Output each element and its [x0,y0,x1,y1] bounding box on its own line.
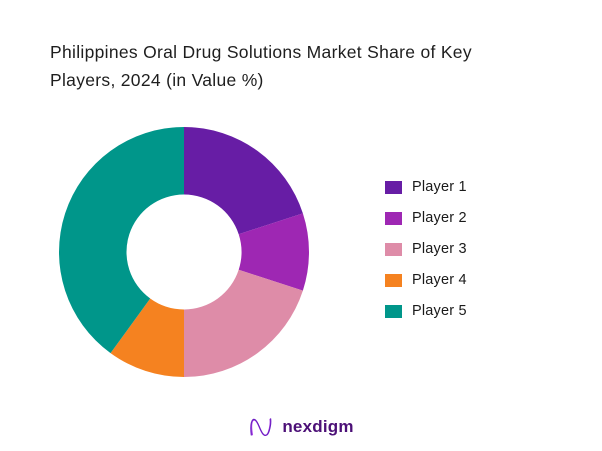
legend-swatch [385,211,402,225]
legend-item-player-1: Player 1 [385,178,467,196]
legend-label: Player 2 [412,210,467,226]
legend-swatch [385,273,402,287]
nexdigm-logo: nexdigm [0,414,602,440]
donut-segment-player-3 [184,269,303,377]
nexdigm-logo-icon [250,418,272,436]
legend-item-player-5: Player 5 [385,302,467,320]
legend-label: Player 5 [412,303,467,319]
page-title-line1: Philippines Oral Drug Solutions Market S… [50,42,472,62]
donut-segment-player-5 [59,127,185,354]
legend-swatch [385,242,402,256]
donut-segment-player-1 [184,127,303,235]
donut-chart [59,127,309,377]
legend-item-player-2: Player 2 [385,209,467,227]
page-title: Philippines Oral Drug Solutions Market S… [50,38,472,94]
legend: Player 1 Player 2 Player 3 Player 4 Player 5 [385,178,467,320]
legend-label: Player 4 [412,272,467,288]
nexdigm-logo-text: nexdigm [282,417,354,436]
donut-segment-player-4 [110,298,184,377]
legend-swatch [385,180,402,194]
donut-segment-player-2 [238,213,309,291]
legend-swatch [385,304,402,318]
legend-item-player-3: Player 3 [385,240,467,258]
page-title-line2: Players, 2024 (in Value %) [50,70,264,90]
legend-item-player-4: Player 4 [385,271,467,289]
legend-label: Player 1 [412,179,467,195]
legend-label: Player 3 [412,241,467,257]
